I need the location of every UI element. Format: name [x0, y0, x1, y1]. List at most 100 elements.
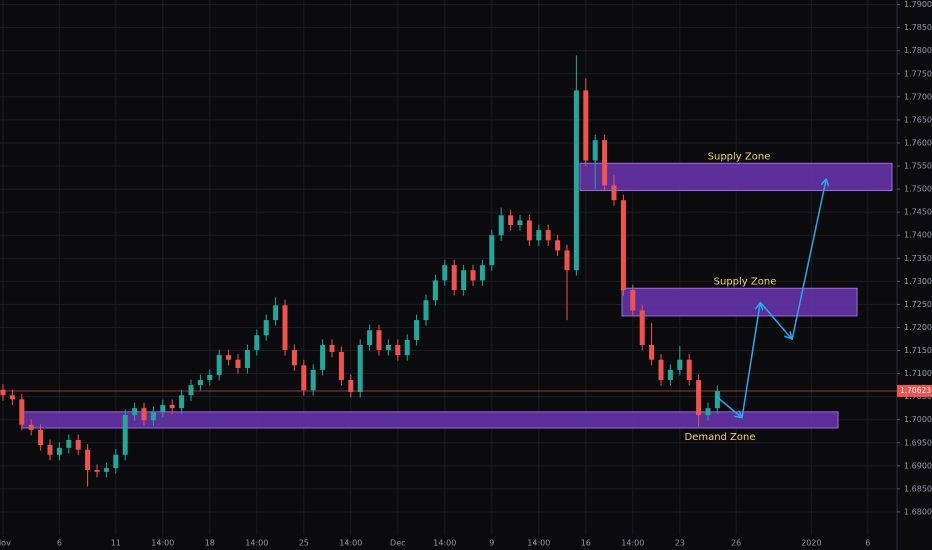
x-tick-label: Dec — [390, 539, 405, 548]
candle-body — [442, 265, 448, 281]
candle-body — [94, 469, 100, 472]
y-tick-label: 1.79000 — [904, 0, 932, 9]
candle-body — [9, 395, 15, 400]
candle-body — [517, 220, 523, 226]
zone — [621, 287, 858, 317]
candle-body — [273, 305, 279, 321]
zone — [579, 162, 893, 191]
y-tick-label: 1.69500 — [904, 438, 932, 447]
candle-body — [263, 320, 269, 336]
candle-body — [630, 290, 636, 311]
candle-body — [479, 265, 485, 281]
candle-body — [376, 330, 382, 351]
candle-body — [75, 439, 81, 450]
candle-body — [310, 369, 316, 391]
candle-body — [188, 385, 194, 396]
candle-body — [461, 270, 467, 291]
candle-body — [19, 399, 25, 425]
x-tick-label: 14:00 — [527, 539, 550, 548]
candle-body — [56, 447, 62, 455]
candle-body — [470, 270, 476, 281]
candle-body — [714, 391, 720, 409]
candle-body — [103, 468, 109, 472]
y-tick-label: 1.75500 — [904, 162, 932, 171]
x-tick-label: 18 — [205, 539, 215, 548]
y-tick-label: 1.72000 — [904, 323, 932, 332]
zones — [21, 162, 893, 429]
y-tick-label: 1.74500 — [904, 208, 932, 217]
last-price-label: 1.70623 — [900, 386, 931, 395]
y-tick-label: 1.71000 — [904, 369, 932, 378]
candle-body — [282, 305, 288, 351]
candle-body — [235, 359, 241, 369]
candle-body — [696, 380, 702, 416]
y-tick-label: 1.77000 — [904, 92, 932, 101]
grid — [0, 0, 897, 535]
candle-body — [244, 350, 250, 369]
candle-body — [132, 408, 138, 416]
zone-label: Supply Zone — [708, 151, 771, 162]
y-tick-label: 1.76000 — [904, 138, 932, 147]
candle-body — [639, 310, 645, 345]
y-tick-label: 1.77500 — [904, 69, 932, 78]
candle-body — [0, 389, 6, 396]
x-tick-label: 23 — [675, 539, 685, 548]
candle-body — [536, 230, 542, 241]
candle-body — [160, 404, 166, 412]
y-tick-label: 1.69000 — [904, 461, 932, 470]
candle-body — [404, 339, 410, 356]
candle-body — [38, 429, 44, 446]
last-price-box — [897, 384, 932, 397]
candle-body — [545, 230, 551, 241]
x-tick-label: 6 — [57, 539, 62, 548]
candle-body — [432, 280, 438, 301]
x-tick-label: 14:00 — [151, 539, 174, 548]
y-tick-label: 1.78500 — [904, 23, 932, 32]
y-tick-label: 1.72500 — [904, 300, 932, 309]
arrow — [759, 301, 791, 338]
candle-body — [28, 424, 34, 430]
candle-body — [150, 411, 156, 421]
candle-body — [414, 320, 420, 340]
candle-body — [254, 335, 260, 351]
y-tick-label: 1.68000 — [904, 507, 932, 516]
x-tick-label: 16 — [581, 539, 591, 548]
y-tick-label: 1.68500 — [904, 484, 932, 493]
candle-body — [451, 265, 457, 291]
candle-body — [338, 351, 344, 381]
x-tick-label: 25 — [299, 539, 309, 548]
y-tick-label: 1.78000 — [904, 46, 932, 55]
candle-body — [226, 355, 232, 360]
x-tick-label: 11 — [111, 539, 121, 548]
candle-body — [85, 449, 91, 470]
candle-body — [291, 350, 297, 366]
y-tick-label: 1.70000 — [904, 415, 932, 424]
candle-body — [573, 90, 579, 271]
candle-body — [207, 374, 213, 381]
zone-label: Supply Zone — [714, 276, 777, 287]
candle-body — [508, 215, 514, 226]
arrow — [716, 396, 741, 417]
arrow — [741, 304, 760, 419]
candle-body — [489, 235, 495, 266]
candle-body — [122, 415, 128, 455]
x-tick-label: 26 — [731, 539, 741, 548]
candle-body — [66, 439, 72, 448]
y-tick-label: 1.74000 — [904, 231, 932, 240]
x-tick-label: 14:00 — [621, 539, 644, 548]
candle-body — [320, 344, 326, 370]
candle-body — [667, 369, 673, 381]
candle-body — [686, 359, 692, 381]
candle-body — [179, 395, 185, 409]
y-tick-label: 1.71500 — [904, 346, 932, 355]
candle-body — [301, 365, 307, 391]
zone-label: Demand Zone — [684, 432, 755, 443]
candle-body — [658, 359, 664, 381]
candle-body — [385, 344, 391, 351]
candle-body — [611, 185, 617, 201]
candle-body — [564, 250, 570, 271]
arrow — [791, 180, 826, 341]
x-tick-label: 9 — [489, 539, 494, 548]
